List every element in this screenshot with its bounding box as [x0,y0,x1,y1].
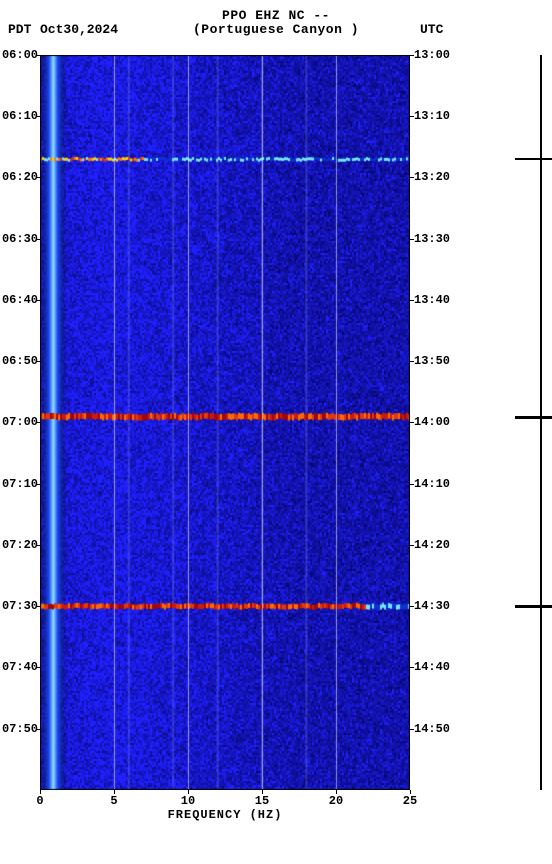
x-tick: 5 [110,794,117,808]
x-tick: 25 [403,794,417,808]
y-right-tickmark [410,729,414,730]
y-right-tickmark [410,422,414,423]
y-right-tickmark [410,55,414,56]
y-right-tick: 14:30 [414,599,450,613]
side-event-marker [515,605,552,608]
y-left-tickmark [36,729,40,730]
y-right-tick: 14:20 [414,538,450,552]
y-left-tick: 06:40 [2,293,38,307]
y-right-tickmark [410,667,414,668]
y-right-tickmark [410,116,414,117]
x-tickmark [262,790,263,794]
side-event-marker [515,158,552,160]
y-right-tick: 13:20 [414,170,450,184]
title-line1: PPO EHZ NC -- [0,8,552,23]
y-left-tickmark [36,300,40,301]
x-tick: 10 [181,794,195,808]
y-right-tickmark [410,484,414,485]
y-right-tick: 13:30 [414,232,450,246]
x-tickmark [40,790,41,794]
y-right-tickmark [410,300,414,301]
x-tickmark [188,790,189,794]
y-left-tick: 06:30 [2,232,38,246]
y-left-tickmark [36,667,40,668]
y-right-tickmark [410,545,414,546]
y-left-tickmark [36,545,40,546]
side-event-marker [515,416,552,419]
x-axis-label: FREQUENCY (HZ) [168,808,283,822]
x-tick: 0 [36,794,43,808]
x-tickmark [410,790,411,794]
y-right-tick: 13:00 [414,48,450,62]
y-right-tick: 13:40 [414,293,450,307]
y-right-tick: 13:10 [414,109,450,123]
y-right-tickmark [410,239,414,240]
y-left-tickmark [36,116,40,117]
date-label: Oct30,2024 [40,22,118,37]
y-left-tick: 07:50 [2,722,38,736]
y-right-tick: 13:50 [414,354,450,368]
y-left-tickmark [36,422,40,423]
y-left-tick: 07:10 [2,477,38,491]
side-amplitude-axis [540,55,542,790]
y-left-tickmark [36,239,40,240]
y-left-tick: 06:10 [2,109,38,123]
y-left-tick: 07:20 [2,538,38,552]
tz-left-label: PDT [8,22,31,37]
tz-right-label: UTC [420,22,443,37]
y-left-tickmark [36,361,40,362]
y-left-tick: 07:00 [2,415,38,429]
y-left-tickmark [36,177,40,178]
y-left-tickmark [36,606,40,607]
x-tick: 20 [329,794,343,808]
y-right-tick: 14:00 [414,415,450,429]
page-root: { "header": { "title_line1": "PPO EHZ NC… [0,0,552,864]
x-tick: 15 [255,794,269,808]
y-right-tickmark [410,361,414,362]
y-left-tick: 07:40 [2,660,38,674]
y-left-tick: 06:50 [2,354,38,368]
y-right-tickmark [410,177,414,178]
x-tickmark [114,790,115,794]
y-right-tick: 14:50 [414,722,450,736]
y-left-tick: 06:20 [2,170,38,184]
spectrogram-canvas [40,55,410,790]
y-right-tick: 14:40 [414,660,450,674]
y-left-tickmark [36,55,40,56]
y-left-tickmark [36,484,40,485]
spectrogram-plot [40,55,410,790]
y-left-tick: 06:00 [2,48,38,62]
y-right-tick: 14:10 [414,477,450,491]
y-right-tickmark [410,606,414,607]
x-tickmark [336,790,337,794]
y-left-tick: 07:30 [2,599,38,613]
